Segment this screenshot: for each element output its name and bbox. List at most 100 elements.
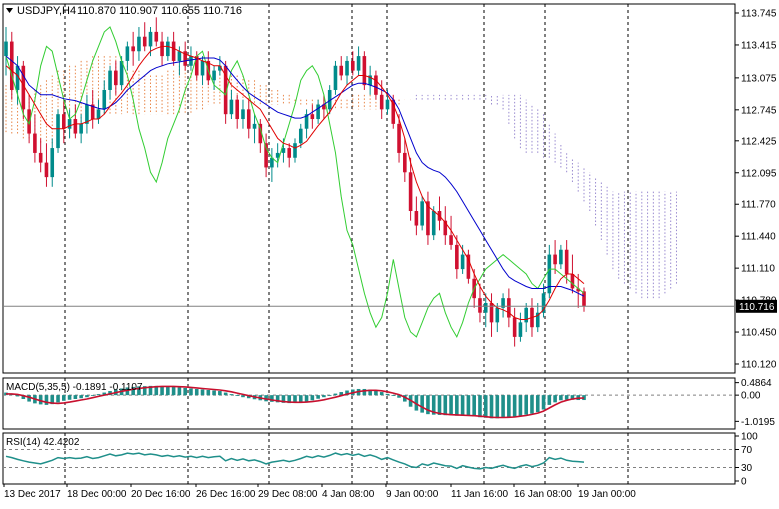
price-tick-label: 111.110 <box>741 264 775 275</box>
macd-plot-frame <box>2 377 736 430</box>
macd-bar <box>379 392 384 396</box>
candle-body <box>368 75 372 86</box>
candle <box>443 206 448 245</box>
candle <box>518 312 523 342</box>
rsi-panel: RSI(14) 42.4202 100 70 30 0 <box>2 432 758 488</box>
rsi-axis: 100 70 30 0 <box>735 432 758 488</box>
macd-bar <box>183 387 187 396</box>
candle-body <box>114 70 118 86</box>
macd-tick-label: -1.0195 <box>741 417 775 428</box>
macd-bar <box>524 395 528 415</box>
candle-body <box>576 288 581 292</box>
time-tick-label: 18 Dec 00:00 <box>67 489 127 500</box>
candle <box>166 36 170 61</box>
candle-body <box>322 104 326 110</box>
candle-body <box>56 114 60 149</box>
macd-bar <box>541 395 546 410</box>
candle-body <box>21 65 26 110</box>
candle <box>4 27 8 76</box>
candle <box>183 41 187 71</box>
candle-body <box>235 99 239 120</box>
price-tick-label: 110.120 <box>741 360 777 371</box>
price-tick-label: 113.745 <box>741 9 777 20</box>
candle <box>333 60 338 95</box>
candle <box>67 109 72 139</box>
macd-bar <box>275 395 280 403</box>
macd-bar <box>478 395 482 418</box>
candle <box>322 94 326 120</box>
candle <box>189 46 193 71</box>
candle-body <box>374 75 378 95</box>
candle-body <box>67 119 72 129</box>
price-tick-label: 113.415 <box>741 40 777 51</box>
candle-body <box>293 143 297 158</box>
candle <box>420 196 424 231</box>
macd-bar <box>535 395 540 413</box>
candle <box>339 56 344 81</box>
candle <box>501 293 505 318</box>
macd-bar <box>564 395 569 400</box>
candle-body <box>177 51 182 61</box>
macd-bar <box>137 386 141 396</box>
macd-bar <box>374 390 378 396</box>
macd-bar <box>345 390 349 396</box>
candle <box>85 94 89 134</box>
candle <box>576 273 581 308</box>
candle-body <box>310 114 315 120</box>
candle-body <box>541 293 546 313</box>
candle <box>38 138 43 173</box>
candle <box>564 240 569 284</box>
candle <box>229 89 234 120</box>
candles <box>4 17 586 347</box>
candle-body <box>148 31 153 47</box>
candle <box>223 60 228 124</box>
candle-body <box>379 94 384 110</box>
candle <box>21 60 26 120</box>
candle-body <box>345 60 349 76</box>
candle-body <box>90 104 95 120</box>
candle-body <box>171 41 176 61</box>
time-tick-label: 9 Jan 00:00 <box>386 489 439 500</box>
macd-bar <box>241 395 245 398</box>
rsi-plot-frame <box>2 432 736 485</box>
indicator-lines <box>5 26 585 339</box>
candle <box>241 99 245 129</box>
candle-body <box>44 162 49 178</box>
current-price-tag: 110.716 <box>736 299 777 313</box>
candle <box>142 22 147 52</box>
macd-bar <box>281 395 286 403</box>
macd-bar <box>142 386 147 396</box>
candle <box>553 240 557 274</box>
macd-bar <box>293 395 297 403</box>
macd-bar <box>362 388 367 396</box>
macd-bar <box>316 395 320 399</box>
candle-body <box>489 302 494 323</box>
candle-body <box>304 114 309 129</box>
macd-bar <box>403 395 407 402</box>
candle <box>559 244 563 270</box>
macd-bar <box>518 395 523 416</box>
candle-body <box>455 244 459 270</box>
macd-bar <box>414 395 419 411</box>
macd-bar <box>298 395 303 403</box>
macd-bar <box>189 388 193 396</box>
candle-body <box>518 322 523 337</box>
candle-body <box>298 128 303 144</box>
candle <box>212 65 216 90</box>
candle <box>414 196 419 236</box>
candle-body <box>125 46 130 61</box>
macd-bar <box>489 395 494 419</box>
candle-body <box>582 291 586 306</box>
time-tick-label: 20 Dec 16:00 <box>131 489 191 500</box>
candle <box>403 138 407 182</box>
candle-body <box>258 123 263 144</box>
candle-body <box>142 36 147 47</box>
macd-bar <box>449 395 453 416</box>
dropdown-triangle-icon[interactable] <box>6 8 13 13</box>
rsi-tick-label: 30 <box>741 463 753 474</box>
candle <box>316 99 320 124</box>
candle-body <box>218 65 222 71</box>
candle <box>466 249 471 284</box>
candle <box>374 70 378 100</box>
